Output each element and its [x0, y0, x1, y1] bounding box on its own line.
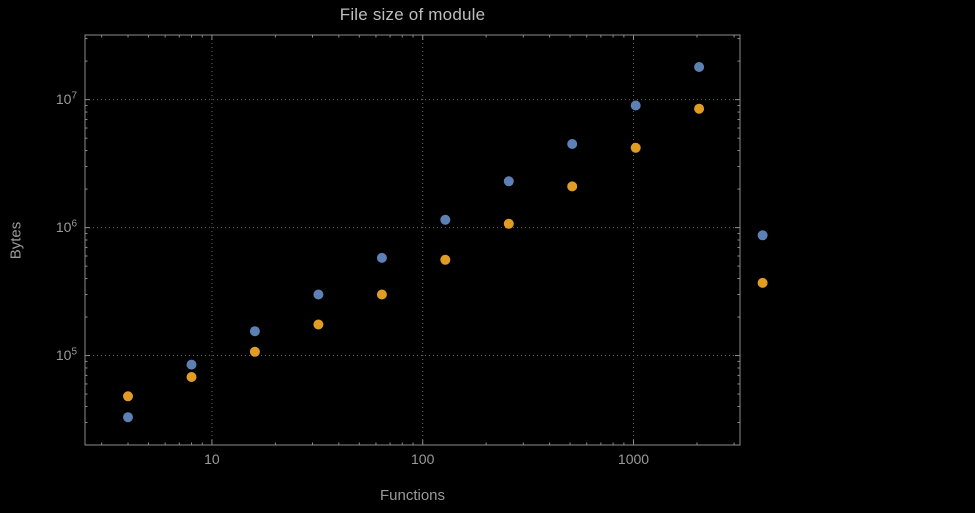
series-orange-point: [694, 103, 705, 114]
series-orange-point: [567, 181, 578, 192]
series-orange-point: [757, 277, 768, 288]
series-blue-point: [313, 289, 324, 300]
x-tick-label: 1000: [617, 451, 650, 467]
series-blue-point: [630, 100, 641, 111]
series-blue-point: [567, 139, 578, 149]
series-orange-point: [123, 391, 133, 402]
series-orange-point: [249, 346, 260, 357]
x-tick-label: 100: [411, 451, 435, 467]
plot-frame: [84, 34, 741, 446]
series-blue-point: [376, 252, 387, 263]
y-tick-label: 107: [55, 89, 77, 107]
series-blue-point: [757, 230, 768, 241]
series-blue-point: [123, 412, 133, 423]
series-orange-point: [440, 254, 451, 265]
series-blue-point: [249, 326, 260, 337]
chart-title: File size of module: [339, 5, 486, 24]
series-orange-point: [630, 142, 641, 153]
series-orange-point: [376, 289, 387, 300]
y-tick-label: 106: [55, 217, 77, 235]
series-blue-point: [503, 176, 514, 187]
x-tick-label: 10: [204, 451, 220, 467]
series-blue-point: [186, 359, 197, 370]
series-orange-point: [186, 372, 197, 382]
y-tick-label: 105: [55, 345, 77, 363]
x-axis-label: Functions: [379, 487, 446, 504]
series-blue-point: [694, 62, 705, 72]
series-orange-point: [313, 319, 324, 330]
series-blue-point: [440, 214, 451, 225]
series-orange-point: [503, 218, 514, 229]
